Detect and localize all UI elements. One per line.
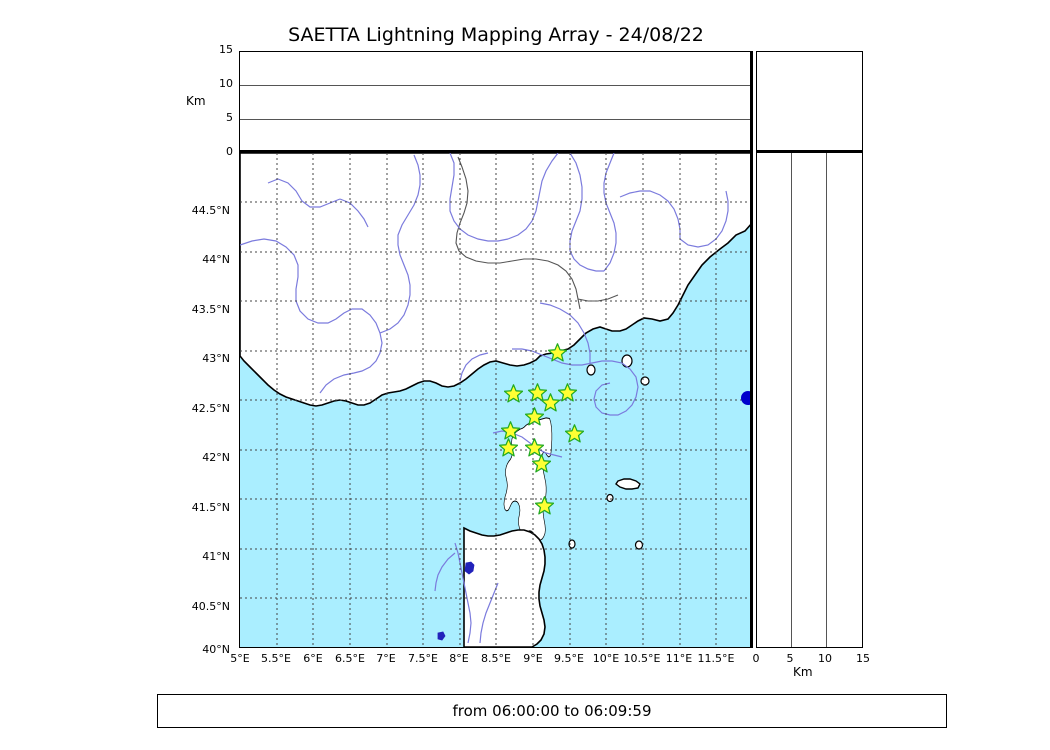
- map-xtick-8-5: 8.5°E: [481, 652, 511, 665]
- time-range-text: from 06:00:00 to 06:09:59: [452, 702, 652, 720]
- lma-station-marker: [547, 343, 568, 362]
- lma-station-marker: [531, 453, 552, 473]
- altitude-vs-latitude-panel[interactable]: [756, 153, 863, 648]
- map-ytick-40-5: 40.5°N: [191, 600, 230, 613]
- map-ytick-41: 41°N: [202, 550, 230, 563]
- lma-station-marker: [528, 382, 548, 402]
- page-title: SAETTA Lightning Mapping Array - 24/08/2…: [288, 24, 704, 46]
- corner-panel: [756, 51, 863, 153]
- top-panel-gridline-5: [240, 119, 750, 120]
- right-panel-gridline-10: [826, 153, 827, 647]
- top-panel-ytick-10: 10: [219, 77, 233, 90]
- lma-station-marker: [524, 438, 544, 457]
- lma-station-marker: [541, 393, 561, 412]
- map-xtick-11: 11°E: [665, 652, 693, 665]
- lma-station-marker: [503, 383, 524, 403]
- right-panel-xlabel: Km: [793, 665, 813, 679]
- right-panel-xtick-10: 10: [818, 652, 832, 665]
- lma-station-marker: [558, 382, 578, 402]
- map-xtick-8: 8°E: [449, 652, 469, 665]
- altitude-vs-longitude-panel: [239, 51, 753, 153]
- lma-station-marker: [525, 407, 545, 426]
- map-ytick-42-5: 42.5°N: [191, 402, 230, 415]
- map-ytick-44: 44°N: [202, 253, 230, 266]
- lma-station-marker: [534, 496, 554, 515]
- lma-station-marker: [500, 421, 521, 440]
- top-panel-gridline-10: [240, 85, 750, 86]
- top-panel-ytick-15: 15: [219, 43, 233, 56]
- geographic-map-panel[interactable]: [239, 153, 753, 648]
- right-panel-xtick-0: 0: [752, 652, 760, 665]
- lma-station-marker: [498, 438, 519, 457]
- top-panel-ytick-0: 0: [226, 145, 233, 158]
- map-xtick-6-5: 6.5°E: [335, 652, 365, 665]
- right-panel-gridline-5: [791, 153, 792, 647]
- map-xtick-10-5: 10.5°E: [623, 652, 661, 665]
- map-ytick-41-5: 41.5°N: [191, 501, 230, 514]
- map-xtick-7-5: 7.5°E: [408, 652, 438, 665]
- map-ytick-40: 40°N: [202, 643, 230, 656]
- right-panel-xtick-15: 15: [856, 652, 870, 665]
- map-ytick-44-5: 44.5°N: [191, 204, 230, 217]
- map-xtick-9-5: 9.5°E: [554, 652, 584, 665]
- map-xtick-6: 6°E: [303, 652, 323, 665]
- top-panel-ytick-5: 5: [226, 111, 233, 124]
- map-ytick-43-5: 43.5°N: [191, 303, 230, 316]
- map-xtick-11-5: 11.5°E: [697, 652, 735, 665]
- time-range-box: from 06:00:00 to 06:09:59: [157, 694, 947, 728]
- lightning-source-dot: [741, 391, 750, 406]
- map-xtick-9: 9°E: [523, 652, 543, 665]
- map-xtick-10: 10°E: [592, 652, 620, 665]
- map-ytick-43: 43°N: [202, 352, 230, 365]
- top-panel-ylabel: Km: [186, 94, 206, 108]
- map-graphics: [240, 153, 750, 647]
- map-ytick-42: 42°N: [202, 451, 230, 464]
- map-xtick-5: 5°E: [230, 652, 250, 665]
- lma-station-marker: [564, 424, 584, 443]
- right-panel-xtick-5: 5: [786, 652, 794, 665]
- map-xtick-7: 7°E: [376, 652, 396, 665]
- map-xtick-5-5: 5.5°E: [261, 652, 291, 665]
